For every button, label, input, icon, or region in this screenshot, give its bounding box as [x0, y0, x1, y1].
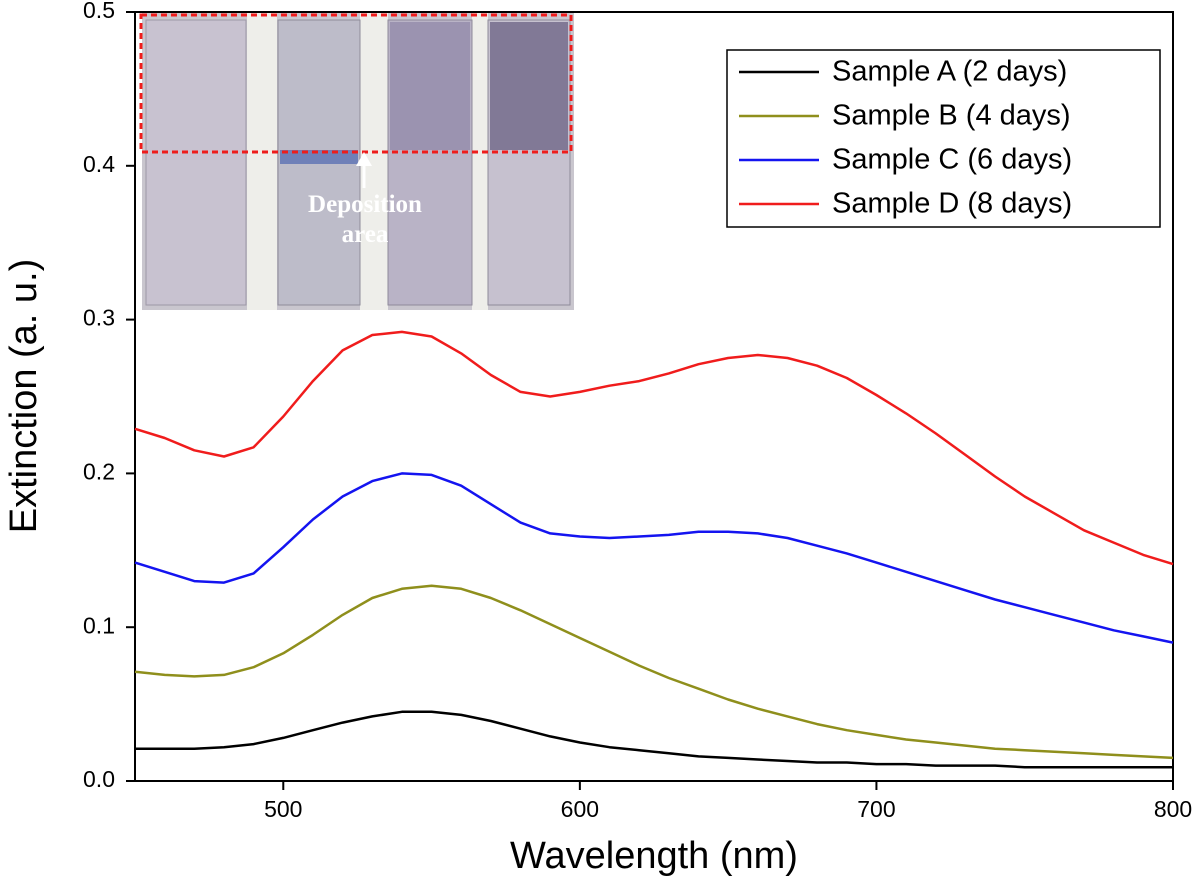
series-line — [134, 472, 1174, 644]
inset-gap — [247, 12, 277, 310]
legend-label: Sample D (8 days) — [832, 188, 1072, 220]
x-tick-label: 600 — [561, 796, 599, 822]
x-tick-label: 700 — [857, 796, 895, 822]
y-tick-label: 0.5 — [83, 0, 115, 23]
series-line — [134, 330, 1174, 566]
y-tick-label: 0.4 — [83, 151, 115, 177]
y-tick-label: 0.0 — [83, 766, 115, 792]
inset-label-box: Deposition area — [308, 191, 422, 248]
inset-slide — [145, 19, 247, 306]
series-line — [134, 584, 1174, 760]
inset-photo: Deposition area — [139, 12, 574, 310]
inset-arrowhead — [356, 152, 372, 166]
deposition-box — [139, 13, 573, 154]
legend-label: Sample C (6 days) — [832, 144, 1072, 176]
y-tick-label: 0.2 — [83, 458, 115, 484]
plot-frame — [134, 11, 1174, 782]
y-axis-title: Extinction (a. u.) — [3, 259, 45, 534]
x-tick-label: 800 — [1154, 796, 1192, 822]
inset-label: Deposition area — [308, 191, 422, 248]
inset-deposit — [490, 22, 568, 150]
x-tick-label: 500 — [264, 796, 302, 822]
series-line — [135, 710, 1173, 769]
y-tick-label: 0.3 — [83, 305, 115, 331]
x-axis-title: Wavelength (nm) — [510, 835, 798, 877]
legend-box — [726, 49, 1161, 228]
y-tick-label: 0.1 — [83, 612, 115, 638]
legend-label: Sample A (2 days) — [832, 56, 1067, 88]
legend-label: Sample B (4 days) — [832, 100, 1071, 132]
inset-band — [280, 150, 358, 164]
inset-gap — [472, 12, 488, 310]
inset-deposit — [390, 22, 470, 150]
